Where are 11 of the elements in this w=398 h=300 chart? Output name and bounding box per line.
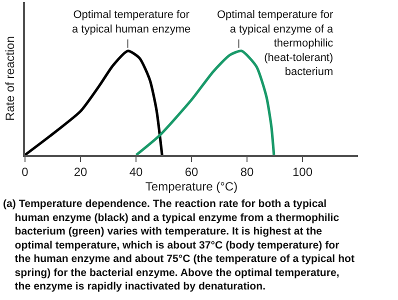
annotation: Optimal temperature for a typical enzyme of a thermophilic (heat-tolerant) bacterium [217,9,334,78]
x-tick-label: 60 [184,165,198,180]
x-tick-label: 100 [292,165,313,180]
x-tick-label: 20 [74,165,88,180]
y-axis-title: Rate of reaction [3,36,18,121]
x-axis-title: Temperature (°C) [145,180,238,194]
x-tick-label: 0 [22,165,29,180]
text: (a) Temperature dependence. [3,198,150,210]
x-tick-label: 80 [240,165,254,180]
annotation: Optimal temperature for a typical human enzyme [72,9,191,36]
x-tick-label: 40 [129,165,143,180]
